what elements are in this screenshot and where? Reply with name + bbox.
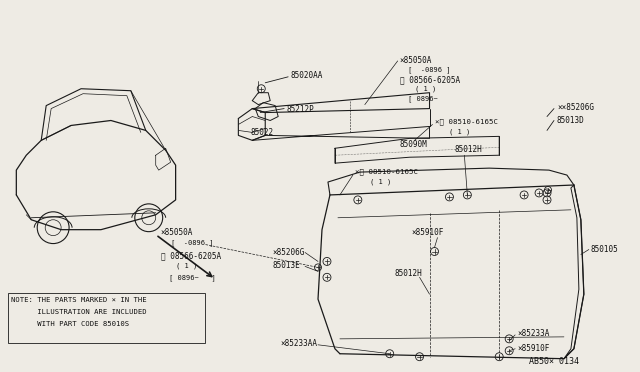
Text: 85212P: 85212P [286,105,314,113]
Text: Ⓑ 08566-6205A: Ⓑ 08566-6205A [161,251,221,260]
Text: Ⓑ 08566-6205A: Ⓑ 08566-6205A [399,76,460,85]
Text: ×85050A: ×85050A [399,56,432,65]
Text: ×Ⓢ 08510-6165C: ×Ⓢ 08510-6165C [435,119,497,125]
Text: ×85233AA: ×85233AA [280,339,317,348]
Text: 85090M: 85090M [399,140,428,149]
Text: 85020AA: 85020AA [290,71,323,80]
Text: 85012H: 85012H [454,145,482,154]
Text: 85013E: 85013E [272,262,300,270]
Text: 85012H: 85012H [395,269,422,278]
Text: ×Ⓢ 08510-6165C: ×Ⓢ 08510-6165C [355,168,418,175]
Text: [  -0896 ]: [ -0896 ] [408,66,450,73]
Text: [  -0896 ]: [ -0896 ] [171,240,213,246]
Text: ( 1 ): ( 1 ) [370,178,391,185]
Text: [ 0896~: [ 0896~ [408,96,437,102]
Text: NOTE: THE PARTS MARKED × IN THE: NOTE: THE PARTS MARKED × IN THE [12,297,147,303]
Text: ( 1 ): ( 1 ) [175,262,197,269]
Text: WITH PART CODE 85010S: WITH PART CODE 85010S [12,321,129,327]
Text: AB50× 0134: AB50× 0134 [529,357,579,366]
Text: ×85233A: ×85233A [517,329,550,338]
Text: [ 0896~   ]: [ 0896~ ] [169,274,216,281]
Text: ( 1 ): ( 1 ) [449,128,470,135]
Text: 850105: 850105 [591,244,619,254]
Text: 85022: 85022 [250,128,273,137]
Text: ×85050A: ×85050A [161,228,193,237]
Text: ( 1 ): ( 1 ) [415,86,436,92]
Text: ×85910F: ×85910F [517,344,550,353]
Text: 85013D: 85013D [557,116,585,125]
Text: ××85206G: ××85206G [557,103,594,112]
Text: ×85910F: ×85910F [412,228,444,237]
Text: ILLUSTRATION ARE INCLUDED: ILLUSTRATION ARE INCLUDED [12,309,147,315]
Text: ×85206G: ×85206G [272,247,305,257]
